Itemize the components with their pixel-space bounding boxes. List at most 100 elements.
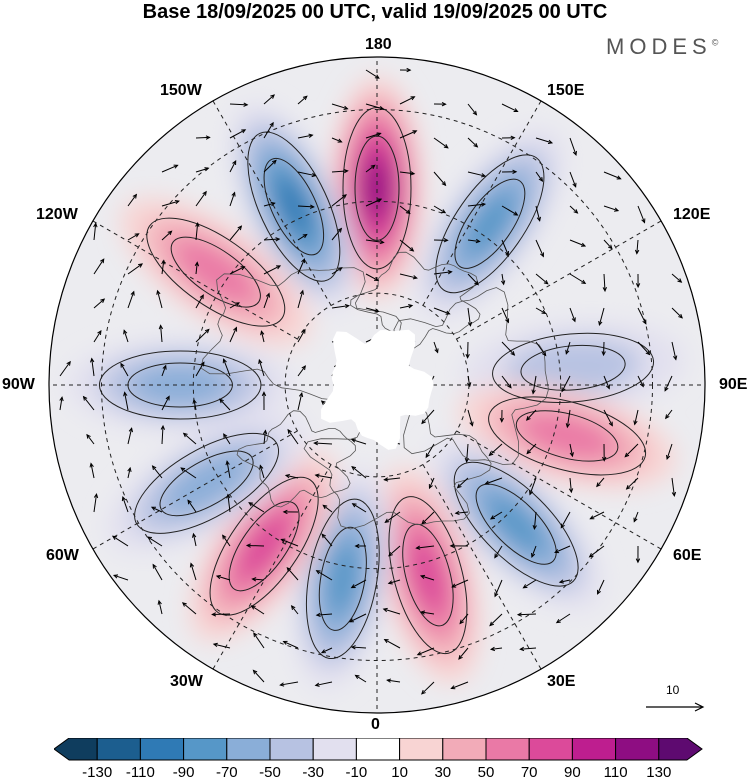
wind-vector bbox=[501, 169, 518, 174]
wind-vector bbox=[596, 477, 605, 488]
wind-vector bbox=[112, 574, 129, 581]
colorbar-bin bbox=[269, 738, 314, 761]
wind-vector bbox=[598, 307, 605, 327]
wind-vector bbox=[284, 473, 299, 479]
anomaly-field bbox=[68, 76, 685, 690]
streamline bbox=[454, 178, 526, 269]
wind-vector bbox=[637, 375, 644, 388]
wind-vector bbox=[282, 640, 299, 649]
wind-vector bbox=[189, 562, 197, 581]
wind-vector bbox=[554, 545, 571, 554]
wind-vector bbox=[297, 365, 306, 377]
wind-vector bbox=[89, 357, 95, 377]
colorbar-bin bbox=[312, 738, 357, 761]
wind-vector bbox=[535, 205, 541, 222]
colorbar-tick-label: 110 bbox=[603, 764, 628, 781]
wind-vector bbox=[365, 164, 376, 173]
brand-logo: MODES© bbox=[606, 34, 718, 60]
colorbar-tick-label: 50 bbox=[477, 764, 495, 781]
wind-vector bbox=[535, 137, 554, 144]
wind-vector bbox=[297, 95, 308, 105]
wind-vector bbox=[399, 171, 416, 176]
wind-vector bbox=[568, 477, 574, 494]
colorbar bbox=[54, 738, 703, 761]
anomaly-blob bbox=[430, 438, 602, 610]
wind-vector bbox=[222, 358, 231, 377]
colorbar-tick-label: 10 bbox=[391, 764, 408, 781]
wind-vector bbox=[229, 225, 243, 241]
wind-vector bbox=[399, 67, 412, 73]
streamline bbox=[170, 236, 261, 308]
wind-vector bbox=[399, 96, 416, 105]
lon-label-60w: 60W bbox=[46, 547, 79, 564]
wind-vector bbox=[226, 493, 231, 513]
wind-vector bbox=[161, 230, 173, 241]
wind-vectors bbox=[59, 67, 683, 695]
wind-vector bbox=[82, 395, 95, 411]
wind-vector bbox=[365, 103, 385, 111]
wind-vector bbox=[351, 503, 367, 513]
streamline bbox=[306, 498, 380, 660]
wind-vector bbox=[416, 647, 435, 656]
wind-vector bbox=[637, 307, 647, 325]
lon-label-60e: 60E bbox=[673, 547, 702, 564]
lon-label-120e: 120E bbox=[673, 206, 711, 223]
wind-vector bbox=[297, 204, 315, 209]
wind-vector bbox=[215, 574, 231, 581]
wind-vector bbox=[494, 545, 503, 559]
wind-vector bbox=[212, 642, 231, 649]
wind-vector bbox=[387, 579, 401, 585]
wind-vector bbox=[253, 632, 265, 649]
wind-vector bbox=[433, 171, 447, 187]
wind-vector bbox=[526, 443, 537, 455]
wind-vector bbox=[388, 545, 401, 557]
wind-vector bbox=[603, 171, 622, 180]
wind-vector bbox=[331, 103, 349, 110]
polar-blank-region bbox=[321, 329, 434, 450]
wind-vector bbox=[263, 265, 282, 275]
reference-vector: 10 bbox=[646, 683, 706, 719]
wind-vector bbox=[161, 199, 180, 207]
wind-vector bbox=[433, 270, 453, 275]
wind-vector bbox=[93, 298, 106, 309]
wind-vector bbox=[321, 533, 333, 547]
wind-vector bbox=[161, 164, 179, 173]
streamline bbox=[435, 154, 545, 294]
anomaly-contour bbox=[518, 412, 616, 460]
wind-vector bbox=[467, 238, 481, 244]
wind-vector bbox=[603, 375, 610, 390]
wind-vector bbox=[229, 129, 247, 139]
wind-vector bbox=[467, 103, 478, 116]
wind-vector bbox=[465, 341, 470, 359]
wind-vector bbox=[151, 465, 163, 479]
wind-vector bbox=[565, 341, 571, 355]
streamline bbox=[520, 344, 626, 391]
wind-vector bbox=[127, 193, 138, 207]
colorbar-tick-label: -50 bbox=[259, 764, 281, 781]
wind-vector bbox=[561, 375, 571, 393]
colorbar-tick-label: -90 bbox=[172, 764, 195, 781]
wind-vector bbox=[601, 443, 607, 462]
wind-vector bbox=[386, 678, 401, 683]
wind-vector bbox=[384, 511, 401, 523]
colorbar-bin bbox=[355, 738, 401, 761]
wind-vector bbox=[182, 432, 197, 445]
anomaly-blob bbox=[230, 103, 357, 310]
anomaly-blob bbox=[189, 450, 339, 642]
wind-vector bbox=[290, 605, 299, 615]
wind-vector bbox=[459, 613, 469, 625]
wind-vector bbox=[351, 465, 367, 479]
wind-vector bbox=[161, 259, 166, 275]
streamline bbox=[98, 350, 262, 420]
wind-vector bbox=[365, 198, 383, 207]
wind-vector bbox=[597, 579, 605, 595]
streamline bbox=[228, 501, 300, 592]
anomaly-contour bbox=[130, 364, 230, 406]
wind-vector bbox=[624, 443, 639, 458]
wind-vector bbox=[331, 137, 343, 143]
anomaly-blob bbox=[415, 128, 565, 320]
wind-vector bbox=[522, 579, 537, 589]
wind-vector bbox=[365, 132, 382, 139]
wind-vector bbox=[158, 324, 164, 343]
